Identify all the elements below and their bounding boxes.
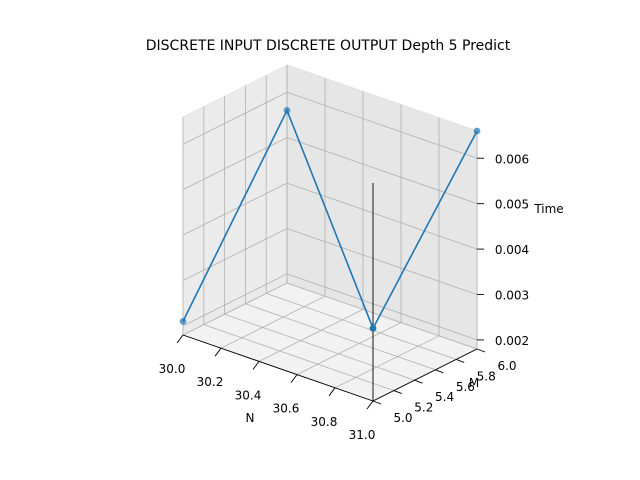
data-point	[283, 107, 291, 114]
z-grid-left	[182, 228, 288, 281]
z-grid-back	[286, 91, 478, 159]
y-tick-label: 5.4	[435, 390, 454, 404]
y-grid-floor	[286, 282, 478, 350]
z-tick-label: 0.004	[495, 243, 529, 257]
y-tick-mark	[476, 348, 486, 353]
x-grid-floor	[258, 309, 364, 362]
z-grid-back	[286, 273, 478, 341]
data-point	[179, 317, 187, 325]
x-tick-label: 30.8	[311, 415, 338, 429]
y-tick-mark	[435, 369, 444, 374]
z-tick-label: 0.005	[495, 198, 529, 212]
data-point	[369, 324, 377, 332]
y-axis-label: M	[469, 376, 479, 390]
x-tick-mark	[366, 400, 374, 410]
y-grid-floor	[245, 303, 436, 371]
tick-labels: 30.0 30.2 30.4 30.6 30.8 31.0 5.05.25.45.65.86…	[159, 152, 530, 442]
data-series	[179, 107, 481, 332]
series-line	[182, 108, 478, 331]
z-tick-label: 0.002	[495, 334, 529, 348]
chart-title: DISCRETE INPUT DISCRETE OUTPUT Depth 5 P…	[146, 38, 511, 54]
x-axis-label: N	[246, 411, 255, 425]
z-grid-left	[182, 182, 288, 236]
z-grid-left	[182, 91, 288, 145]
y-grid-floor	[203, 324, 394, 391]
y-grid-floor	[266, 293, 457, 360]
y-tick-label: 5.6	[456, 380, 475, 394]
z-grid-left	[182, 273, 288, 327]
x-tick-mark	[290, 374, 298, 383]
y-tick-label: 5.2	[414, 401, 433, 415]
z-grid-back	[286, 228, 478, 295]
y-tick-mark	[393, 390, 402, 395]
axis-lines	[176, 157, 486, 410]
x-tick-label: 30.0	[159, 362, 186, 376]
y-tick-mark	[456, 358, 465, 363]
y-grid-floor	[224, 313, 415, 381]
y-tick-label: 5.0	[393, 411, 412, 425]
z-tick-label: 0.003	[495, 289, 529, 303]
z-tick-label: 0.006	[495, 152, 529, 166]
x-grid-floor	[296, 322, 402, 375]
x-grid-floor	[182, 282, 288, 336]
y-tick-mark	[372, 400, 382, 405]
x-tick-mark	[252, 361, 260, 370]
data-point	[473, 127, 481, 135]
x-tick-label: 30.2	[197, 375, 224, 389]
x-axis-line	[182, 334, 374, 402]
z-axis-label: Time	[533, 202, 563, 216]
z-grid-back	[286, 182, 478, 250]
x-tick-label: 31.0	[349, 428, 376, 442]
x-tick-mark	[328, 387, 336, 397]
x-grid-floor	[220, 295, 326, 349]
x-tick-label: 30.4	[235, 388, 262, 402]
x-grid-floor	[334, 335, 440, 389]
y-tick-mark	[414, 379, 423, 384]
x-tick-mark	[214, 347, 222, 357]
y-axis-line	[372, 348, 478, 402]
y-tick-label: 5.8	[477, 369, 496, 383]
x-tick-label: 30.6	[273, 402, 300, 416]
x-tick-mark	[176, 334, 184, 344]
grid-lines	[182, 65, 478, 402]
y-tick-label: 6.0	[497, 359, 516, 373]
